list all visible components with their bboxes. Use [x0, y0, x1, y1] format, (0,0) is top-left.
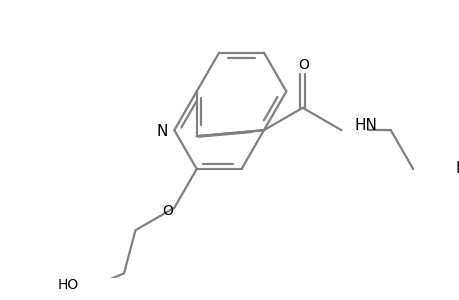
Text: HN: HN: [354, 118, 377, 133]
Text: O: O: [297, 58, 308, 72]
Text: O: O: [162, 204, 173, 218]
Text: HO: HO: [57, 278, 78, 292]
Text: N: N: [157, 124, 168, 139]
Text: N: N: [454, 161, 459, 176]
